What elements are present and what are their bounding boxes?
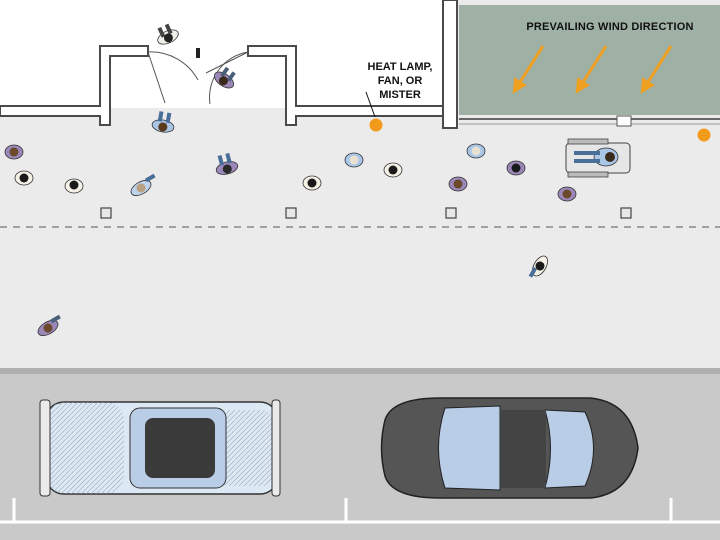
person-topview-icon — [14, 170, 34, 186]
orange-circle-icon — [697, 128, 711, 142]
wind-direction-label: PREVAILING WIND DIRECTION — [526, 21, 694, 33]
person-topview-icon — [557, 186, 577, 202]
car-topview-icon — [380, 397, 639, 499]
person-topview-icon — [37, 314, 61, 336]
curb — [0, 368, 720, 374]
parking-lines — [0, 498, 720, 524]
person-topview-icon — [302, 175, 322, 191]
person-topview-icon — [157, 23, 179, 45]
wheelchair-topview-icon — [565, 138, 631, 178]
orange-circle-icon — [369, 118, 383, 132]
patio-area — [459, 5, 720, 115]
square-bollard-icon — [100, 207, 112, 219]
entry-doors — [147, 48, 249, 105]
person-topview-icon — [383, 162, 403, 178]
person-topview-icon — [151, 111, 175, 133]
person-topview-icon — [64, 178, 84, 194]
railing-post — [616, 115, 632, 127]
building-column — [442, 0, 458, 129]
wind-arrows — [512, 45, 673, 94]
heater-leader-line — [365, 91, 376, 118]
person-topview-icon — [344, 152, 364, 168]
person-topview-icon — [506, 160, 526, 176]
person-topview-icon — [4, 144, 24, 160]
person-topview-icon — [130, 173, 156, 196]
square-bollard-icon — [445, 207, 457, 219]
square-bollard-icon — [620, 207, 632, 219]
heater-label-line-3: MISTER — [379, 89, 421, 101]
heater-callout-label: HEAT LAMP, FAN, OR MISTER — [362, 60, 438, 102]
arrow-down-left-icon — [640, 45, 673, 94]
bollards — [100, 207, 632, 219]
pedestrians — [4, 23, 577, 336]
person-topview-icon — [528, 255, 548, 278]
arrow-down-left-icon — [575, 45, 608, 94]
building-interior — [0, 0, 450, 108]
person-topview-icon — [448, 176, 468, 192]
car-topview-icon — [39, 399, 281, 497]
person-topview-icon — [466, 143, 486, 159]
square-bollard-icon — [285, 207, 297, 219]
arrow-down-left-icon — [512, 45, 545, 94]
person-topview-icon — [215, 152, 239, 175]
person-topview-icon — [213, 66, 236, 89]
building-wall — [0, 45, 451, 126]
heater-label-line-2: FAN, OR — [377, 75, 423, 87]
heater-label-line-1: HEAT LAMP, — [367, 61, 433, 73]
